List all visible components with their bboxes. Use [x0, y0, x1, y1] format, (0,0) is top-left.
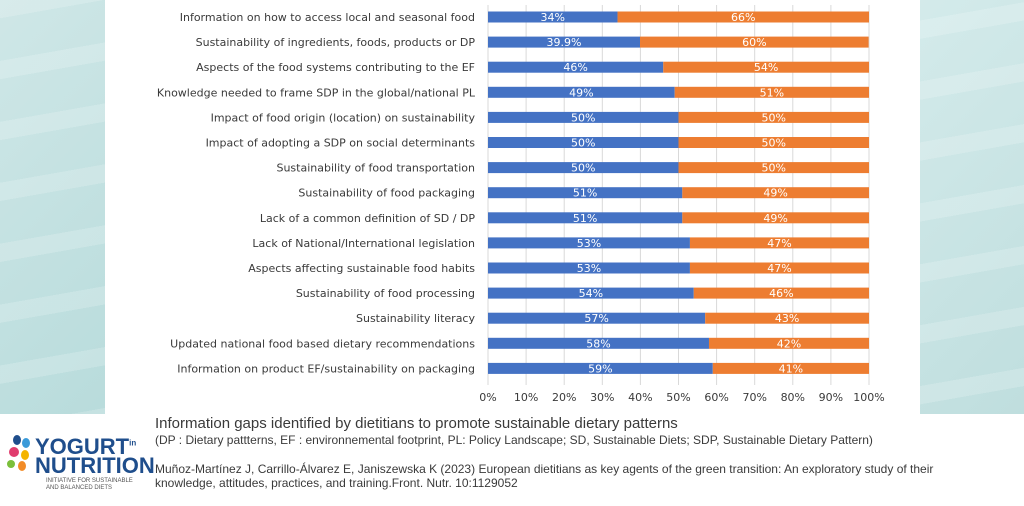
bar-segment-blue: [488, 61, 664, 73]
bar-segment-blue: [488, 312, 706, 324]
logo-tagline: Initiative for sustainable and balanced …: [46, 478, 133, 491]
data-label: 51%: [760, 86, 784, 99]
data-label: 50%: [762, 111, 786, 124]
caption-citation: Muñoz-Martínez J, Carrillo-Álvarez E, Ja…: [155, 462, 934, 490]
data-label: 39.9%: [547, 36, 582, 49]
bar-segment-orange: [640, 36, 869, 48]
data-label: 54%: [579, 287, 603, 300]
bar-segment-orange: [708, 337, 869, 349]
bar-segment-blue: [488, 287, 694, 299]
category-label: Sustainability of food processing: [296, 287, 475, 300]
bar-segment-orange: [693, 287, 869, 299]
data-label: 60%: [742, 36, 766, 49]
data-label: 46%: [563, 61, 587, 74]
bar-segment-orange: [689, 262, 869, 274]
x-tick-label: 0%: [479, 391, 496, 404]
data-label: 47%: [767, 237, 791, 250]
x-tick-label: 80%: [781, 391, 805, 404]
x-tick-label: 30%: [590, 391, 614, 404]
bar-segment-orange: [663, 61, 869, 73]
x-tick-label: 90%: [819, 391, 843, 404]
data-label: 41%: [779, 362, 803, 375]
data-label: 47%: [767, 262, 791, 275]
x-tick-label: 10%: [514, 391, 538, 404]
data-label: 50%: [762, 162, 786, 175]
caption-title: Information gaps identified by dietitian…: [155, 415, 678, 432]
bar-segment-orange: [705, 312, 869, 324]
category-label: Lack of National/International legislati…: [252, 237, 475, 250]
logo-wordmark-line1: YOGURTin: [35, 434, 137, 459]
bar-segment-blue: [488, 262, 690, 274]
data-label: 53%: [577, 262, 601, 275]
yogurt-in-nutrition-logo: YOGURTin NUTRITION Initiative for sustai…: [6, 434, 155, 500]
bar-segment-blue: [488, 111, 679, 123]
x-tick-label: 70%: [742, 391, 766, 404]
data-label: 43%: [775, 312, 799, 325]
bar-segment-blue: [488, 212, 683, 224]
data-label: 51%: [573, 187, 597, 200]
bar-segment-orange: [678, 111, 869, 123]
bar-segment-blue: [488, 237, 690, 249]
data-label: 50%: [762, 137, 786, 150]
category-label: Updated national food based dietary reco…: [170, 337, 475, 350]
data-label: 46%: [769, 287, 793, 300]
bar-segment-blue: [488, 162, 679, 174]
category-label: Impact of adopting a SDP on social deter…: [206, 137, 476, 150]
bar-segment-orange: [678, 137, 869, 148]
data-label: 59%: [588, 362, 612, 375]
data-label: 50%: [571, 162, 595, 175]
x-tick-label: 60%: [704, 391, 728, 404]
data-label: 49%: [569, 86, 593, 99]
chart-panel: 0% 10% 20% 30% 40% 50% 60% 70% 80% 90% 100% Informa…: [105, 0, 920, 414]
data-label: 34%: [541, 11, 565, 24]
category-label: Information on how to access local and s…: [180, 11, 475, 24]
bar-segment-orange: [682, 187, 869, 199]
category-label: Impact of food origin (location) on sust…: [211, 111, 476, 124]
category-label: Sustainability of food packaging: [298, 187, 475, 200]
category-label: Knowledge needed to frame SDP in the glo…: [157, 86, 476, 99]
bar-segment-orange: [712, 362, 869, 374]
x-tick-label: 20%: [552, 391, 576, 404]
logo-droplets-icon: [7, 435, 30, 471]
data-label: 42%: [777, 337, 801, 350]
data-label: 58%: [586, 337, 610, 350]
data-label: 49%: [763, 212, 787, 225]
data-label: 50%: [571, 111, 595, 124]
logo-wordmark-line2: NUTRITION: [35, 453, 155, 478]
data-label: 49%: [763, 187, 787, 200]
bar-segment-orange: [678, 162, 869, 174]
bar-segment-orange: [682, 212, 869, 224]
bar-segment-blue: [488, 362, 713, 374]
category-label: Aspects of the food systems contributing…: [196, 61, 475, 74]
x-tick-label: 40%: [628, 391, 652, 404]
bar-segment-orange: [689, 237, 869, 249]
bar-segment-blue: [488, 36, 641, 48]
data-label: 50%: [571, 137, 595, 150]
bar-segment-blue: [488, 137, 679, 148]
data-label: 53%: [577, 237, 601, 250]
data-label: 66%: [731, 11, 755, 24]
category-label: Sustainability literacy: [356, 312, 475, 325]
category-label: Aspects affecting sustainable food habit…: [248, 262, 475, 275]
bar-segment-blue: [488, 187, 683, 199]
category-label: Lack of a common definition of SD / DP: [260, 212, 476, 225]
data-label: 51%: [573, 212, 597, 225]
x-tick-label: 100%: [853, 391, 884, 404]
stacked-bar-chart: 0% 10% 20% 30% 40% 50% 60% 70% 80% 90% 100% Informa…: [157, 5, 885, 404]
footer: [0, 414, 1024, 506]
category-label: Sustainability of ingredients, foods, pr…: [196, 36, 476, 49]
bar-segment-blue: [488, 337, 709, 349]
category-label: Information on product EF/sustainability…: [177, 362, 475, 375]
data-label: 57%: [584, 312, 608, 325]
bar-segment-orange: [674, 86, 869, 98]
bar-segment-blue: [488, 86, 675, 98]
x-tick-label: 50%: [666, 391, 690, 404]
data-label: 54%: [754, 61, 778, 74]
bar-segment-orange: [617, 11, 869, 23]
bar-segment-blue: [488, 11, 618, 23]
caption-abbreviations: (DP : Dietary pattterns, EF : environnem…: [155, 433, 873, 447]
category-label: Sustainability of food transportation: [276, 162, 475, 175]
